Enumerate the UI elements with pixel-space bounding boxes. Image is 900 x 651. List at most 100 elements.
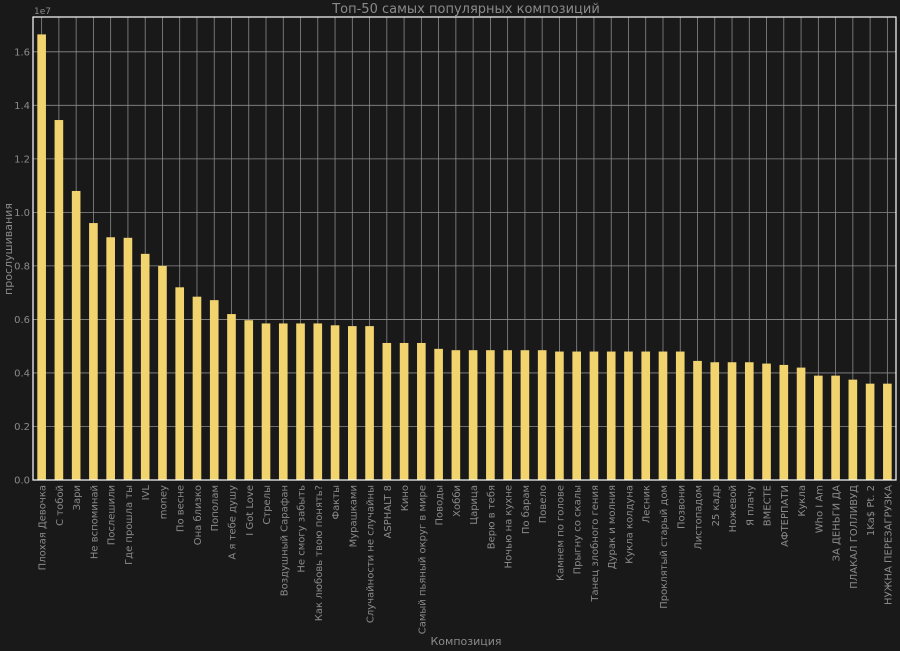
x-tick-label: Где прошла ты xyxy=(124,485,135,565)
x-tick-label: ЗА ДЕНЬГИ ДА xyxy=(832,485,843,562)
x-tick-label: Зари xyxy=(72,485,83,510)
x-tick-label: Случайности не случайны xyxy=(366,485,377,623)
y-tick-label: 1.4 xyxy=(14,101,30,112)
bar xyxy=(468,350,478,480)
x-tick-label: Танец злобного гения xyxy=(590,485,601,603)
bar xyxy=(606,351,616,480)
x-tick-label: 1Ka$ Pt. 2 xyxy=(866,485,877,536)
x-tick-label: По весне xyxy=(176,485,187,532)
x-tick-label: money xyxy=(158,485,169,519)
bar xyxy=(779,364,789,480)
bar xyxy=(451,350,461,480)
x-tick-label: ВМЕСТЕ xyxy=(763,485,774,526)
chart-title: Топ-50 самых популярных композиций xyxy=(331,2,600,17)
x-tick-label: АФТЕРПАТИ xyxy=(780,485,791,547)
x-tick-label: Ножевой xyxy=(728,485,739,532)
bar xyxy=(158,265,167,480)
bar xyxy=(227,314,236,480)
bar xyxy=(693,360,702,480)
x-tick-label: Прыгну со скалы xyxy=(573,485,584,574)
y-tick-label: 0.0 xyxy=(14,476,30,487)
x-tick-label: Как любовь твою понять? xyxy=(314,485,325,621)
x-tick-label: Воздушный Сарафан xyxy=(279,485,290,596)
bar xyxy=(209,300,219,480)
bar xyxy=(89,223,98,481)
x-tick-label: А я тебе душу xyxy=(227,485,238,560)
y-tick-labels: 0.0 0.2 0.4 0.6 0.8 1.0 1.2 1.4 1.6 xyxy=(14,47,30,486)
y-axis-label: прослушивания xyxy=(2,203,15,295)
bar xyxy=(831,375,840,480)
x-tick-label: Хобби xyxy=(452,485,463,517)
x-tick-label: С тобой xyxy=(55,485,66,526)
x-axis-label: Композиция xyxy=(430,635,501,648)
bar xyxy=(365,326,374,480)
x-tick-label: 25 кадр xyxy=(711,485,722,526)
x-tick-label: Ночью на кухне xyxy=(504,485,515,568)
bar xyxy=(883,383,892,480)
bar xyxy=(675,351,685,480)
bar xyxy=(486,350,495,480)
y-tick-label: 0.4 xyxy=(14,368,30,379)
y-tick-label: 1.0 xyxy=(14,208,30,219)
bar xyxy=(727,362,737,480)
y-tick-label: 1.2 xyxy=(14,154,30,165)
x-tick-label: Стрелы xyxy=(262,485,273,525)
bar xyxy=(589,351,599,480)
x-tick-label: ASPHALT 8 xyxy=(383,485,394,538)
bar xyxy=(244,320,254,480)
bar xyxy=(710,362,720,480)
x-tick-label: Царица xyxy=(469,485,480,525)
x-tick-label: Она близко xyxy=(193,485,204,545)
bar xyxy=(814,375,823,480)
bar xyxy=(347,326,357,480)
bar xyxy=(796,367,806,480)
x-tick-label: Факты xyxy=(331,485,342,520)
bar xyxy=(537,350,547,480)
bar xyxy=(503,350,512,480)
x-tick-label: Послешили xyxy=(107,485,118,545)
x-tick-label: НУЖНА ПЕРЕЗАГРУЗКА xyxy=(883,485,894,605)
x-tick-label: Дурак и молния xyxy=(607,485,618,569)
bar xyxy=(175,287,185,480)
x-tick-label: Плохая Девочка xyxy=(38,485,49,570)
x-tick-label: I Got Love xyxy=(245,485,256,536)
bars-group xyxy=(37,34,892,481)
x-tick-label: Не вспоминай xyxy=(89,485,100,559)
x-tick-label: Пополам xyxy=(210,485,221,531)
x-tick-label: Камнем по голове xyxy=(555,485,566,581)
x-tick-label: IVL xyxy=(141,485,152,501)
x-tick-label: Лесник xyxy=(642,485,653,523)
bar xyxy=(123,237,133,480)
x-tick-label: Листопадом xyxy=(694,485,705,550)
bar xyxy=(848,379,858,480)
x-tick-label: По барам xyxy=(521,485,532,534)
x-tick-label: Проклятый старый дом xyxy=(659,485,670,609)
bar xyxy=(762,363,771,480)
plot-frame xyxy=(32,16,897,481)
bar xyxy=(313,323,323,480)
x-tick-label: Кукла xyxy=(797,485,808,517)
x-tick-label: Самый пьяный округ в мире xyxy=(417,485,428,634)
bar xyxy=(572,351,582,480)
bar xyxy=(278,323,288,480)
bar xyxy=(261,323,271,480)
x-tick-label: ПЛАКАЛ ГОЛЛИВУД xyxy=(849,485,860,589)
x-tick-label: Верю в тебя xyxy=(486,485,497,549)
y-tick-label: 0.2 xyxy=(14,422,30,433)
y-axis-offset-label: 1e7 xyxy=(34,7,51,17)
y-tick-label: 0.8 xyxy=(14,261,30,272)
x-tick-label: Кино xyxy=(400,485,411,511)
x-tick-label: Не смогу забыть xyxy=(297,485,308,573)
x-tick-label: Я плачу xyxy=(745,485,756,526)
bar xyxy=(744,362,754,480)
bar xyxy=(399,342,409,480)
y-tick-label: 0.6 xyxy=(14,315,30,326)
bar xyxy=(140,253,150,480)
bar xyxy=(296,323,305,480)
bar xyxy=(106,237,115,480)
bar xyxy=(641,351,651,480)
x-tick-labels: Плохая Девочка С тобой Зари Не вспоминай Пос… xyxy=(38,485,895,635)
bar xyxy=(71,190,81,480)
x-tick-label: Позвони xyxy=(676,485,687,529)
